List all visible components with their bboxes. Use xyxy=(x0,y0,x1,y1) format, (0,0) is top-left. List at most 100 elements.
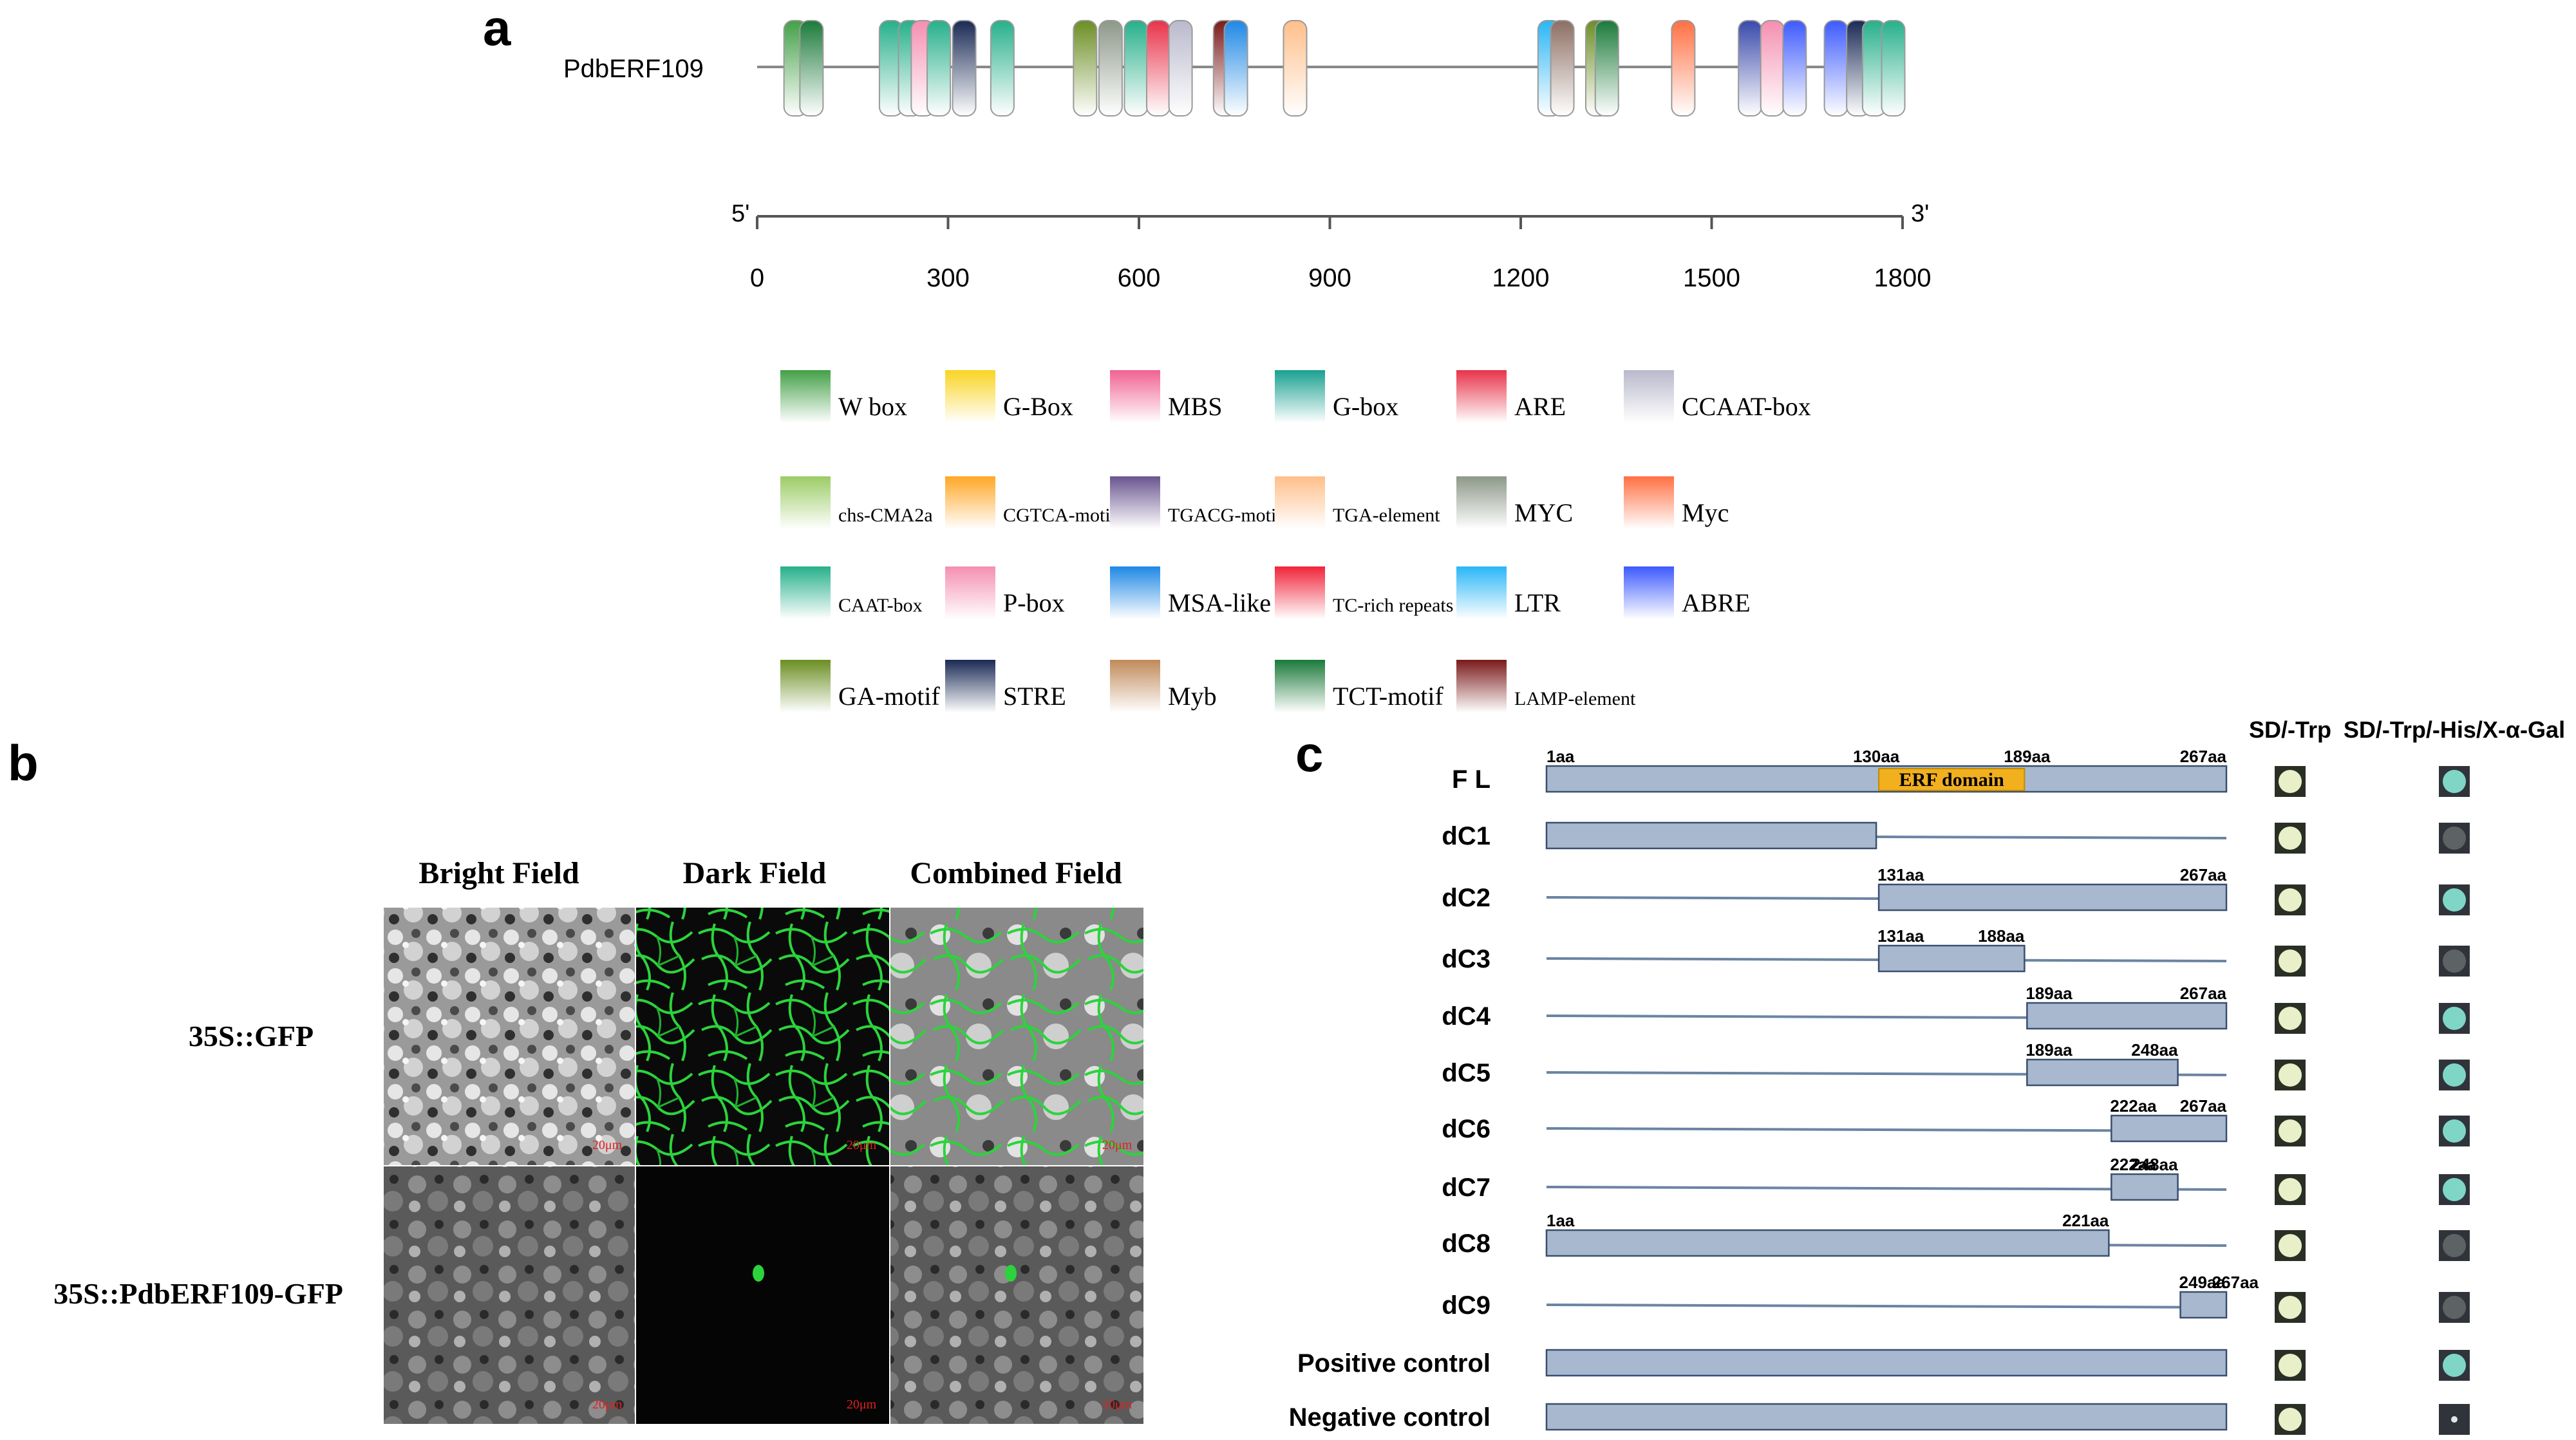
erf-domain-label: ERF domain xyxy=(1899,769,2004,790)
construct-row: Positive control xyxy=(1297,1349,2470,1381)
construct-name: dC4 xyxy=(1442,1002,1490,1031)
construct-segment xyxy=(1877,944,2026,973)
aa-position-label: 221aa xyxy=(2062,1211,2109,1230)
legend-label: TCT-motif xyxy=(1333,682,1444,711)
cis-element-5 xyxy=(926,20,952,117)
ruler: 5' 3' 0 300 600 900 1200 1500 1800 xyxy=(731,200,1931,292)
cis-element-27 xyxy=(1881,20,1906,117)
legend-label: MYC xyxy=(1514,498,1573,527)
construct-segment xyxy=(2111,1173,2179,1201)
colony-xgal xyxy=(2443,770,2466,793)
scale-bar-2: 20μm xyxy=(847,1138,877,1152)
panel-label-a: a xyxy=(483,0,511,56)
aa-position-label: 189aa xyxy=(2026,984,2073,1003)
aa-position-label: 222aa xyxy=(2110,1096,2157,1116)
column-header-bright: Bright Field xyxy=(418,856,579,890)
legend-label: ABRE xyxy=(1682,588,1751,617)
construct-name: F L xyxy=(1452,765,1490,794)
construct-name: dC9 xyxy=(1442,1291,1490,1320)
aa-position-label: 248aa xyxy=(2131,1155,2178,1174)
colony-xgal xyxy=(2443,888,2466,912)
erf-domain xyxy=(1878,768,2026,791)
image-dark-gfp xyxy=(636,908,889,1165)
cis-element-17 xyxy=(1550,20,1575,117)
legend-swatch xyxy=(1110,476,1160,529)
legend-label: G-Box xyxy=(1003,392,1073,421)
scale-bar-3: 20μm xyxy=(1102,1138,1133,1152)
legend-label: P-box xyxy=(1003,588,1065,617)
cis-element-12 xyxy=(1168,20,1193,117)
legend-label: STRE xyxy=(1003,682,1066,711)
legend-swatch xyxy=(945,476,995,529)
cis-element-8 xyxy=(1073,20,1098,117)
colony-sd-trp xyxy=(2279,827,2302,850)
construct-segment xyxy=(1545,1403,2228,1431)
construct-segment xyxy=(1877,883,2228,912)
aa-position-label: 189aa xyxy=(2004,747,2051,766)
legend-label: GA-motif xyxy=(838,682,940,711)
legend-label: LTR xyxy=(1514,588,1561,617)
legend-label: CGTCA-motif xyxy=(1003,505,1117,526)
construct-name: dC2 xyxy=(1442,884,1490,912)
legend-label: ARE xyxy=(1514,392,1566,421)
panel-label-b: b xyxy=(8,734,39,791)
aa-position-label: 189aa xyxy=(2026,1040,2073,1060)
aa-position-label: 267aa xyxy=(2180,1096,2227,1116)
construct-name: dC5 xyxy=(1442,1059,1490,1087)
colony-xgal xyxy=(2443,1234,2466,1257)
cis-element-9 xyxy=(1098,20,1123,117)
image-combined-gfp xyxy=(890,908,1143,1165)
construct-row: dC1 xyxy=(1442,821,2470,854)
construct-row: dC3 131aa 188aa xyxy=(1442,926,2470,977)
cis-element-24 xyxy=(1823,20,1848,117)
aa-position-label: 1aa xyxy=(1547,747,1575,766)
cis-element-7 xyxy=(990,20,1015,117)
legend-label: LAMP-element xyxy=(1514,688,1636,709)
construct-row: dC2 131aa 267aa xyxy=(1442,865,2470,915)
colony-sd-trp xyxy=(2279,1119,2302,1143)
aa-position-label: 248aa xyxy=(2131,1040,2178,1060)
construct-row: dC6 222aa 267aa xyxy=(1442,1096,2470,1146)
legend-swatch xyxy=(1275,476,1325,529)
ruler-tick-label: 300 xyxy=(926,264,970,292)
ruler-tick-label: 1200 xyxy=(1492,264,1550,292)
legend-label: Myb xyxy=(1168,682,1217,711)
ruler-end-label: 3' xyxy=(1911,200,1929,227)
aa-position-label: 130aa xyxy=(1853,747,1900,766)
cis-element-14 xyxy=(1223,20,1248,117)
legend-swatch xyxy=(1275,566,1325,619)
legend-swatch xyxy=(1456,660,1507,713)
legend-swatch xyxy=(1624,566,1674,619)
construct-name: dC1 xyxy=(1442,822,1490,850)
image-bright-pdberf109 xyxy=(384,1166,635,1424)
legend-swatch xyxy=(780,476,831,529)
row-label-35s-pdberf109-gfp: 35S::PdbERF109-GFP xyxy=(53,1277,343,1310)
cis-element-1 xyxy=(799,20,824,117)
ruler-tick-label: 600 xyxy=(1118,264,1161,292)
legend-label: Myc xyxy=(1682,498,1729,527)
construct-name: dC8 xyxy=(1442,1230,1490,1258)
construct-row: dC5 189aa 248aa xyxy=(1442,1040,2470,1090)
cis-element-19 xyxy=(1594,20,1619,117)
cis-element-22 xyxy=(1760,20,1785,117)
colony-xgal xyxy=(2443,1354,2466,1377)
colony-sd-trp xyxy=(2279,770,2302,793)
ruler-start-label: 5' xyxy=(731,200,749,227)
aa-position-label: 222aa xyxy=(2110,1155,2157,1174)
legend-swatch xyxy=(780,566,831,619)
legend-label: TC-rich repeats xyxy=(1333,595,1453,616)
cis-element-23 xyxy=(1782,20,1807,117)
legend-swatch xyxy=(1456,476,1507,529)
construct-row: dC4 189aa 267aa xyxy=(1442,984,2470,1034)
colony-sd-trp xyxy=(2279,949,2302,973)
colony-sd-trp xyxy=(2279,888,2302,912)
ruler-tick-label: 1500 xyxy=(1683,264,1740,292)
legend-label: MSA-like xyxy=(1168,588,1271,617)
construct-segment xyxy=(1545,821,1877,850)
construct-segment xyxy=(1545,1229,2110,1257)
legend-swatch xyxy=(945,660,995,713)
ruler-tick-label: 0 xyxy=(750,264,764,292)
cis-element-21 xyxy=(1738,20,1763,117)
subcellular-localization: Bright Field Dark Field Combined Field 3… xyxy=(53,856,1143,1424)
